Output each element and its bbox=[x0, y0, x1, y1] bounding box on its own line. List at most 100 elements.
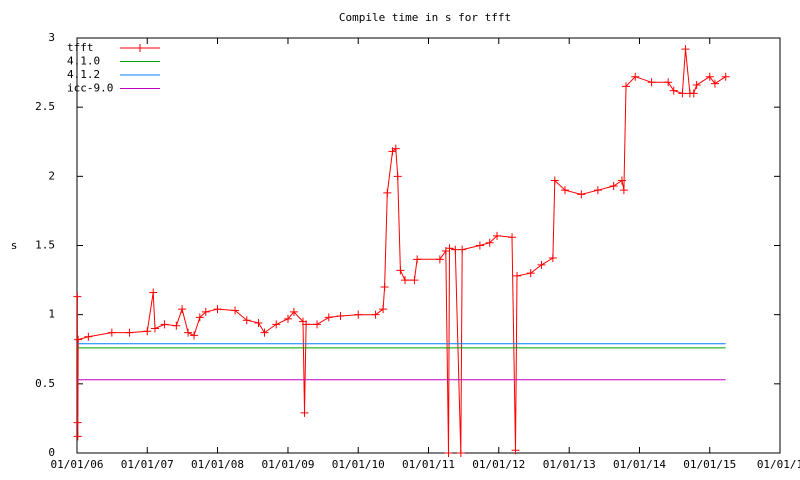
y-tick-label: 0 bbox=[48, 446, 55, 459]
x-tick-label: 01/01/09 bbox=[261, 458, 314, 471]
point-marker bbox=[190, 331, 199, 340]
point-marker bbox=[184, 328, 193, 337]
x-tick-label: 01/01/13 bbox=[543, 458, 596, 471]
y-tick-label: 3 bbox=[48, 31, 55, 44]
point-marker bbox=[336, 312, 345, 321]
x-tick-label: 01/01/15 bbox=[683, 458, 736, 471]
legend-label: 4.1.2 bbox=[67, 68, 100, 81]
point-marker bbox=[678, 89, 687, 98]
point-marker bbox=[242, 316, 251, 325]
series-line bbox=[76, 49, 726, 454]
point-marker bbox=[456, 449, 465, 457]
point-marker bbox=[617, 176, 626, 185]
point-marker bbox=[593, 186, 602, 195]
point-marker bbox=[150, 324, 159, 333]
point-marker bbox=[73, 418, 82, 427]
x-tick-label: 01/01/10 bbox=[332, 458, 385, 471]
point-marker bbox=[493, 231, 502, 240]
legend-label: tfft bbox=[67, 41, 94, 54]
point-marker bbox=[475, 241, 484, 250]
point-marker bbox=[149, 288, 158, 297]
point-marker bbox=[401, 276, 410, 285]
point-marker bbox=[444, 449, 453, 457]
point-marker bbox=[107, 328, 116, 337]
point-marker bbox=[300, 408, 309, 417]
legend-label: icc-9.0 bbox=[67, 82, 113, 95]
point-marker bbox=[692, 81, 701, 90]
plot-frame bbox=[76, 37, 781, 454]
legend-marker bbox=[136, 44, 144, 52]
y-axis-label: s bbox=[11, 239, 18, 252]
point-marker bbox=[435, 255, 444, 264]
chart-title: Compile time in s for tfft bbox=[339, 11, 511, 24]
point-marker bbox=[84, 332, 93, 341]
point-marker bbox=[213, 305, 222, 314]
point-marker bbox=[705, 72, 714, 81]
point-marker bbox=[526, 269, 535, 278]
point-marker bbox=[577, 190, 586, 199]
point-marker bbox=[195, 313, 204, 322]
point-marker bbox=[560, 186, 569, 195]
point-marker bbox=[73, 432, 82, 441]
y-tick-label: 0.5 bbox=[35, 377, 55, 390]
point-marker bbox=[721, 72, 730, 81]
point-marker bbox=[485, 238, 494, 247]
point-marker bbox=[689, 89, 698, 98]
point-marker bbox=[669, 86, 678, 95]
point-marker bbox=[201, 307, 210, 316]
point-marker bbox=[710, 79, 719, 88]
point-marker bbox=[254, 318, 263, 327]
point-marker bbox=[410, 276, 419, 285]
point-marker bbox=[647, 78, 656, 87]
point-marker bbox=[631, 72, 640, 81]
point-marker bbox=[313, 320, 322, 329]
y-tick-label: 1 bbox=[48, 308, 55, 321]
point-marker bbox=[125, 328, 134, 337]
x-tick-label: 01/01/11 bbox=[402, 458, 455, 471]
point-marker bbox=[160, 320, 169, 329]
x-tick-label: 01/01/07 bbox=[121, 458, 174, 471]
point-marker bbox=[609, 182, 618, 191]
point-marker bbox=[74, 335, 83, 344]
legend-label: 4.1.0 bbox=[67, 55, 100, 68]
point-marker bbox=[664, 78, 673, 87]
point-marker bbox=[511, 446, 520, 455]
point-marker bbox=[393, 172, 402, 181]
y-tick-label: 1.5 bbox=[35, 239, 55, 252]
point-marker bbox=[302, 320, 311, 329]
x-tick-label: 01/01/06 bbox=[51, 458, 104, 471]
y-tick-label: 2 bbox=[48, 169, 55, 182]
point-marker bbox=[451, 245, 460, 254]
point-marker bbox=[383, 188, 392, 197]
point-marker bbox=[513, 271, 522, 280]
point-marker bbox=[550, 176, 559, 185]
point-marker bbox=[143, 327, 152, 336]
x-tick-label: 01/01/14 bbox=[613, 458, 666, 471]
point-marker bbox=[548, 253, 557, 262]
point-marker bbox=[391, 144, 400, 153]
point-marker bbox=[283, 314, 292, 323]
x-tick-label: 01/01/12 bbox=[472, 458, 525, 471]
point-marker bbox=[272, 320, 281, 329]
y-tick-label: 2.5 bbox=[35, 100, 55, 113]
point-marker bbox=[260, 328, 269, 337]
point-marker bbox=[508, 233, 517, 242]
x-tick-label: 01/01/1 bbox=[757, 458, 800, 471]
x-tick-label: 01/01/08 bbox=[191, 458, 244, 471]
point-marker bbox=[413, 255, 422, 264]
point-marker bbox=[73, 292, 82, 301]
point-marker bbox=[622, 82, 631, 91]
point-marker bbox=[172, 321, 181, 330]
point-marker bbox=[379, 305, 388, 314]
point-marker bbox=[396, 266, 405, 275]
point-marker bbox=[537, 260, 546, 269]
point-marker bbox=[380, 283, 389, 291]
point-marker bbox=[445, 244, 454, 253]
point-marker bbox=[619, 186, 628, 195]
point-marker bbox=[371, 310, 380, 319]
point-marker bbox=[178, 305, 187, 314]
point-marker bbox=[231, 306, 240, 315]
point-marker bbox=[289, 307, 298, 316]
point-marker bbox=[324, 313, 333, 322]
